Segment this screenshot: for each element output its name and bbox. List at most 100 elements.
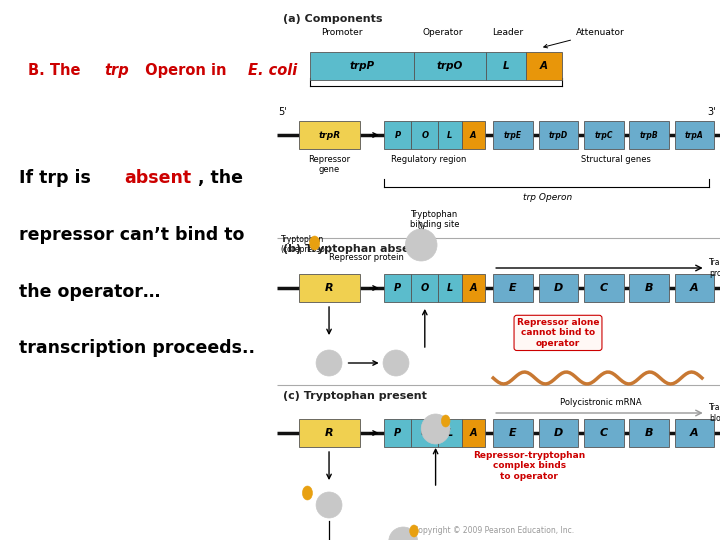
Text: E. coli: E. coli <box>248 63 297 78</box>
FancyBboxPatch shape <box>675 419 714 447</box>
Text: L: L <box>447 283 453 293</box>
Text: Operon in: Operon in <box>140 63 232 78</box>
Text: O: O <box>420 428 429 438</box>
Text: (b) Tryptophan absent: (b) Tryptophan absent <box>283 244 423 254</box>
Text: (a) Components: (a) Components <box>283 14 382 24</box>
FancyBboxPatch shape <box>411 274 438 302</box>
Text: Repressor-tryptophan
complex binds
to operator: Repressor-tryptophan complex binds to op… <box>473 451 585 481</box>
Text: trp: trp <box>104 63 129 78</box>
FancyBboxPatch shape <box>493 121 533 149</box>
Text: trpD: trpD <box>549 131 568 139</box>
FancyBboxPatch shape <box>299 121 360 149</box>
Text: 3': 3' <box>708 107 716 117</box>
Text: absent: absent <box>125 169 192 187</box>
Circle shape <box>410 525 418 537</box>
Text: D: D <box>554 283 563 293</box>
FancyBboxPatch shape <box>675 274 714 302</box>
FancyBboxPatch shape <box>629 419 669 447</box>
Text: Tryptophan
binding site: Tryptophan binding site <box>410 210 460 230</box>
Text: (c) Tryptophan present: (c) Tryptophan present <box>283 391 427 401</box>
Text: Repressor
gene: Repressor gene <box>308 155 350 174</box>
Text: the operator…: the operator… <box>19 282 161 301</box>
Ellipse shape <box>405 229 437 261</box>
FancyBboxPatch shape <box>486 52 526 80</box>
Text: Operator: Operator <box>423 28 463 37</box>
FancyBboxPatch shape <box>462 419 485 447</box>
Text: A: A <box>690 428 698 438</box>
Ellipse shape <box>421 414 450 444</box>
Text: trpB: trpB <box>639 131 659 139</box>
FancyBboxPatch shape <box>310 52 414 80</box>
Text: A: A <box>690 283 698 293</box>
Text: C: C <box>600 283 608 293</box>
FancyBboxPatch shape <box>299 274 360 302</box>
Text: Polycistronic mRNA: Polycistronic mRNA <box>560 398 642 407</box>
Text: C: C <box>600 428 608 438</box>
Text: R: R <box>325 428 333 438</box>
Text: L: L <box>447 131 453 139</box>
Text: trpR: trpR <box>318 131 341 139</box>
Text: transcription proceeds..: transcription proceeds.. <box>19 339 256 357</box>
FancyBboxPatch shape <box>629 274 669 302</box>
Text: Regulatory region: Regulatory region <box>391 155 466 164</box>
Circle shape <box>441 415 450 427</box>
Text: L: L <box>447 428 453 438</box>
Text: P: P <box>395 131 400 139</box>
Text: D: D <box>554 428 563 438</box>
Text: Repressor alone
cannot bind to
operator: Repressor alone cannot bind to operator <box>517 318 599 348</box>
FancyBboxPatch shape <box>462 274 485 302</box>
Text: A: A <box>469 283 477 293</box>
Text: E: E <box>509 283 517 293</box>
FancyBboxPatch shape <box>539 419 578 447</box>
FancyBboxPatch shape <box>493 274 533 302</box>
FancyBboxPatch shape <box>539 121 578 149</box>
Text: trpA: trpA <box>685 131 704 139</box>
Circle shape <box>310 236 320 250</box>
FancyBboxPatch shape <box>438 419 462 447</box>
Text: repressor can’t bind to: repressor can’t bind to <box>19 226 245 244</box>
FancyBboxPatch shape <box>526 52 562 80</box>
Text: A: A <box>469 428 477 438</box>
Text: , the: , the <box>198 169 243 187</box>
FancyBboxPatch shape <box>414 52 486 80</box>
FancyBboxPatch shape <box>438 121 462 149</box>
Ellipse shape <box>316 492 342 518</box>
FancyBboxPatch shape <box>411 121 438 149</box>
Text: Attenuator: Attenuator <box>544 28 625 48</box>
FancyBboxPatch shape <box>629 121 669 149</box>
Text: Copyright © 2009 Pearson Education, Inc.: Copyright © 2009 Pearson Education, Inc. <box>413 526 574 535</box>
Text: Transcription
proceeds: Transcription proceeds <box>709 258 720 278</box>
Text: trpO: trpO <box>437 61 463 71</box>
Text: O: O <box>421 131 428 139</box>
FancyBboxPatch shape <box>462 121 485 149</box>
FancyBboxPatch shape <box>384 121 411 149</box>
Text: P: P <box>394 283 401 293</box>
Text: 5': 5' <box>279 107 287 117</box>
Text: B: B <box>645 428 653 438</box>
Ellipse shape <box>316 350 342 376</box>
Text: B. The: B. The <box>27 63 86 78</box>
FancyBboxPatch shape <box>411 419 438 447</box>
Text: trpE: trpE <box>504 131 522 139</box>
Text: Promoter: Promoter <box>321 28 363 37</box>
Text: Tryptophan
(corepressor): Tryptophan (corepressor) <box>281 235 332 254</box>
Text: E: E <box>509 428 517 438</box>
FancyBboxPatch shape <box>493 419 533 447</box>
FancyBboxPatch shape <box>584 274 624 302</box>
Text: P: P <box>394 428 401 438</box>
FancyBboxPatch shape <box>584 419 624 447</box>
Text: R: R <box>325 283 333 293</box>
Text: Leader: Leader <box>492 28 523 37</box>
FancyBboxPatch shape <box>584 121 624 149</box>
Text: Structural genes: Structural genes <box>580 155 651 164</box>
Text: trpP: trpP <box>349 61 374 71</box>
Circle shape <box>302 486 312 500</box>
Text: If trp is: If trp is <box>19 169 97 187</box>
FancyBboxPatch shape <box>384 274 411 302</box>
FancyBboxPatch shape <box>675 121 714 149</box>
Text: trpC: trpC <box>595 131 613 139</box>
Text: O: O <box>420 283 429 293</box>
FancyBboxPatch shape <box>299 419 360 447</box>
Ellipse shape <box>383 350 409 376</box>
FancyBboxPatch shape <box>438 274 462 302</box>
